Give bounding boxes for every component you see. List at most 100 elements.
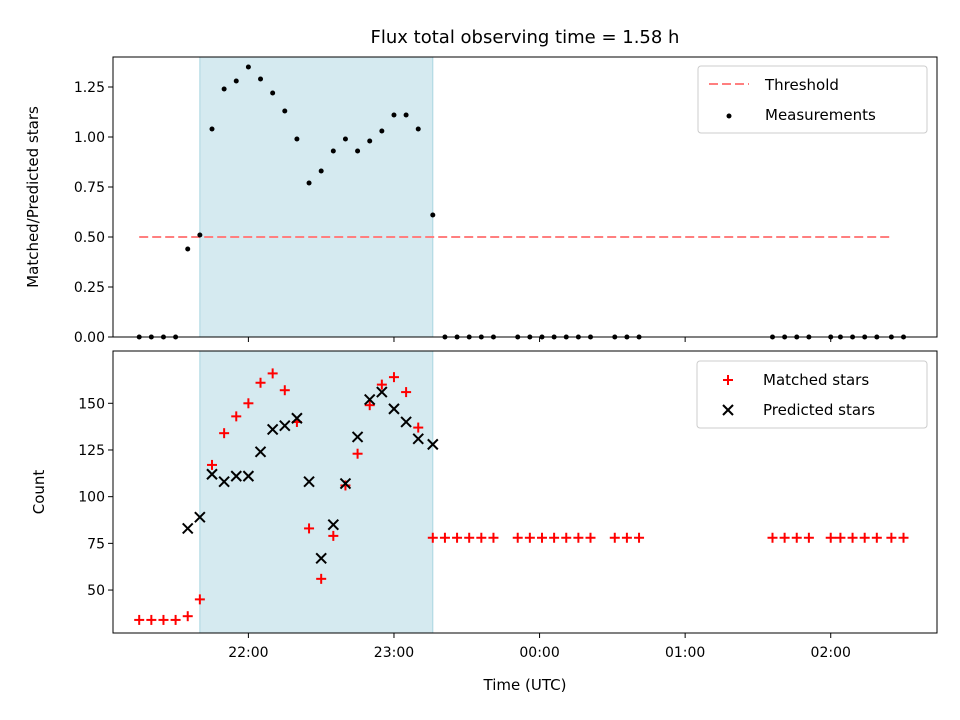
- matched-stars-point: [243, 398, 254, 409]
- bottom-x-tick-label: 22:00: [228, 645, 268, 661]
- legend-predicted-label: Predicted stars: [763, 401, 875, 419]
- predicted-stars-point: [291, 412, 303, 424]
- predicted-stars-point: [315, 552, 327, 565]
- predicted-x-b: [303, 476, 315, 488]
- matched-stars-point: [512, 532, 523, 543]
- top-highlight-span: [199, 56, 434, 338]
- matched-stars-point: [376, 379, 387, 390]
- predicted-x-b: [254, 446, 267, 458]
- measurement-point: [221, 86, 227, 92]
- measurement-point: [342, 136, 348, 142]
- bottom-y-tick-label: 150: [78, 396, 105, 412]
- predicted-x-b: [315, 552, 327, 565]
- predicted-stars-point: [427, 438, 439, 451]
- top-y-tick-label: 0.25: [74, 280, 105, 296]
- matched-stars-point: [219, 428, 230, 439]
- top-legend-box: [697, 65, 928, 134]
- matched-stars-point: [158, 614, 169, 625]
- measurement-point: [209, 126, 215, 132]
- top-axes-frame: [112, 56, 938, 338]
- bottom-y-axis-label: Count: [30, 470, 48, 515]
- measurement-point: [318, 168, 324, 174]
- matched-stars-point: [609, 532, 620, 543]
- matched-stars-point: [413, 422, 424, 433]
- legend-matched-swatch: [723, 375, 733, 385]
- matched-stars-point: [803, 532, 814, 543]
- matched-stars-point: [524, 532, 535, 543]
- legend-measurements-label: Measurements: [765, 106, 876, 124]
- matched-stars-point: [573, 532, 584, 543]
- matched-stars-point: [767, 532, 778, 543]
- top-y-tick-label: 0.50: [74, 230, 105, 246]
- predicted-x-b: [388, 403, 400, 415]
- predicted-stars-point: [400, 416, 412, 428]
- matched-stars-point: [835, 532, 846, 543]
- top-legend: Threshold Measurements: [697, 65, 928, 134]
- bottom-y-tick-label: 100: [78, 490, 105, 506]
- measurement-point: [367, 138, 373, 144]
- matched-stars-point: [170, 614, 181, 625]
- matched-stars-point: [898, 532, 909, 543]
- matched-stars-point: [536, 532, 547, 543]
- legend-measurements-swatch: [726, 113, 732, 119]
- top-panel: 0.00 0.25 0.50 0.75 1.00 1.25 Matched/Predict…: [24, 56, 938, 346]
- bottom-y-ticks: 50 75 100 125 150: [78, 396, 113, 599]
- matched-stars-point: [886, 532, 897, 543]
- predicted-x-b: [242, 470, 255, 482]
- matched-stars-point: [146, 614, 157, 625]
- legend-predicted-swatch: [722, 404, 734, 416]
- matched-stars-point: [340, 480, 351, 491]
- predicted-stars-point: [376, 386, 388, 398]
- bottom-x-tick-label: 23:00: [374, 645, 414, 661]
- top-y-tick-label: 0.00: [74, 330, 105, 346]
- matched-stars-point: [182, 611, 193, 622]
- matched-stars-point: [401, 387, 412, 398]
- predicted-stars-point: [218, 476, 230, 488]
- predicted-x-b: [351, 431, 364, 443]
- matched-stars-point: [194, 594, 205, 605]
- measurement-point: [430, 212, 436, 218]
- matched-stars-point: [279, 385, 290, 396]
- predicted-stars-point: [388, 403, 400, 415]
- predicted-x-b: [182, 522, 194, 535]
- predicted-stars-point: [364, 393, 376, 406]
- bottom-x-tick-label: 02:00: [811, 645, 851, 661]
- matched-stars-point: [439, 532, 450, 543]
- matched-stars-point: [621, 532, 632, 543]
- predicted-stars-point: [194, 511, 206, 523]
- bottom-y-tick-label: 75: [87, 536, 105, 552]
- measurement-point: [233, 78, 239, 84]
- measurement-point: [330, 148, 336, 154]
- matched-stars-point: [206, 459, 217, 470]
- top-y-tick-label: 0.75: [74, 180, 105, 196]
- matched-stars-point: [134, 614, 145, 625]
- predicted-x-b: [427, 438, 439, 451]
- bottom-y-tick-label: 125: [78, 443, 105, 459]
- top-y-axis-label: Matched/Predicted stars: [24, 106, 42, 288]
- matched-stars-point: [871, 532, 882, 543]
- matched-stars-point: [352, 448, 363, 459]
- matched-stars-point: [825, 532, 836, 543]
- measurement-point: [197, 232, 203, 238]
- matched-stars-point: [847, 532, 858, 543]
- predicted-x-b: [376, 386, 388, 398]
- predicted-stars-series: [182, 386, 439, 565]
- matched-stars-point: [304, 523, 315, 534]
- top-y-ticks: 0.00 0.25 0.50 0.75 1.00 1.25: [74, 80, 113, 346]
- matched-stars-point: [388, 372, 399, 383]
- bottom-legend-box: [696, 360, 928, 429]
- predicted-x-b: [291, 412, 303, 424]
- predicted-x-b: [230, 470, 242, 482]
- legend-matched-label: Matched stars: [763, 371, 869, 389]
- matched-stars-point: [255, 377, 266, 388]
- matched-stars-point: [452, 532, 463, 543]
- predicted-x-b: [206, 468, 218, 480]
- predicted-stars-point: [303, 476, 315, 488]
- predicted-stars-point: [254, 446, 267, 458]
- measurement-point: [415, 126, 421, 132]
- matched-stars-point: [267, 368, 278, 379]
- predicted-stars-point: [351, 431, 364, 443]
- bottom-x-tick-label: 01:00: [665, 645, 705, 661]
- matched-stars-point: [549, 532, 560, 543]
